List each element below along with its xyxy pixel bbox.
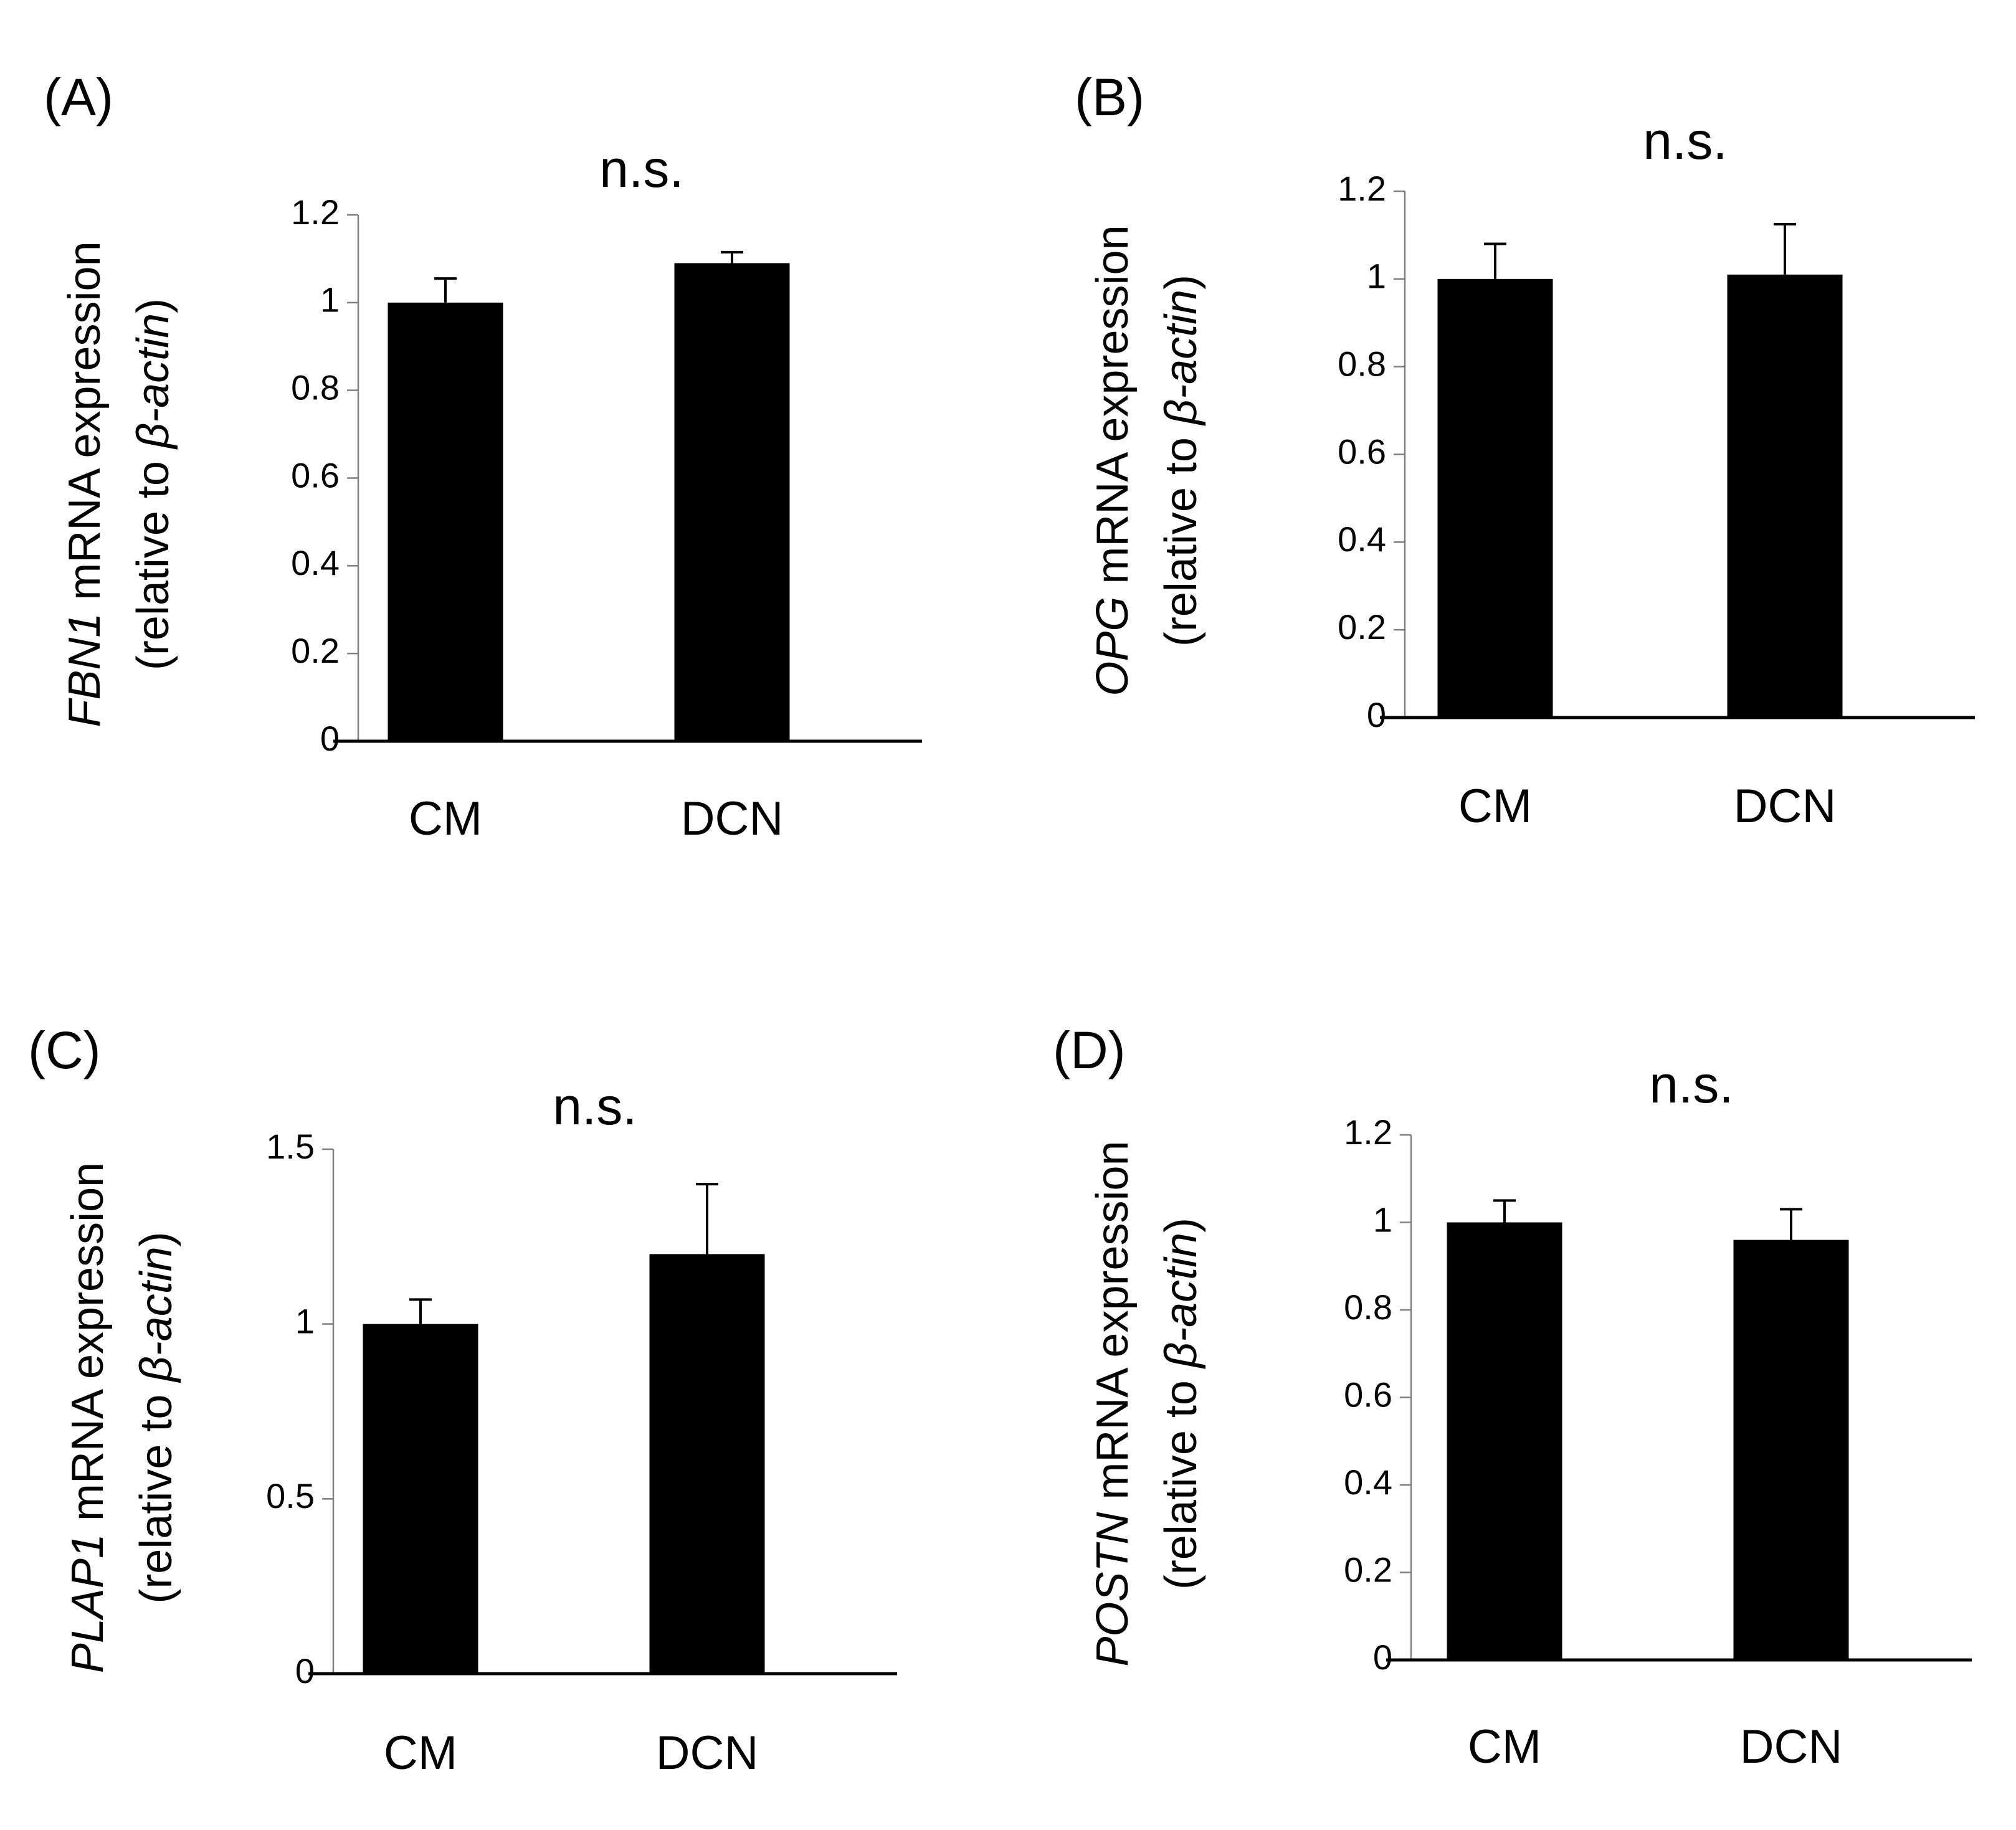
y-axis-label-prefix: (relative to [131, 1382, 181, 1604]
y-axis-gene-name: POSTN [1088, 1512, 1138, 1667]
y-tick-label: 1.2 [1338, 169, 1386, 208]
y-axis-reference-gene: β-actin [131, 1246, 181, 1383]
y-tick-label: 1.2 [1344, 1112, 1392, 1152]
y-tick-label: 1 [1367, 257, 1386, 296]
bar-cm [363, 1324, 478, 1674]
y-axis-label-line1: FBN1 mRNA expression [60, 241, 110, 727]
y-tick-label: 0.4 [291, 543, 340, 582]
y-axis-label-text: mRNA expression [1088, 225, 1138, 596]
chart-panel-c: (C) n.s. 0 0.5 1 1.5 CM DCN PLAP1 mRNA expressio… [28, 1021, 897, 1780]
x-category-label: CM [384, 1727, 457, 1780]
y-axis-label-prefix: (relative to [1156, 1368, 1206, 1590]
bar-dcn [649, 1254, 765, 1674]
y-tick-label: 0.4 [1344, 1463, 1392, 1502]
y-axis-label-suffix: ) [131, 1231, 181, 1246]
chart-panel-b: (B) n.s. 0 0.2 0.4 0.6 0.8 1 1.2 CM DCN OPG mRNA ex… [1075, 68, 1975, 833]
y-tick-label: 0.2 [291, 631, 340, 670]
bar-cm [388, 302, 503, 741]
x-category-label: DCN [681, 792, 784, 845]
y-tick-label: 0 [320, 719, 340, 758]
significance-label: n.s. [1649, 1055, 1733, 1114]
significance-label: n.s. [599, 140, 683, 198]
y-tick-label: 1 [295, 1301, 315, 1340]
y-tick-label: 0 [1373, 1638, 1392, 1677]
y-tick-label: 1 [1373, 1200, 1392, 1239]
y-axis-gene-name: PLAP1 [63, 1534, 113, 1673]
y-axis-label-prefix: (relative to [128, 448, 178, 670]
bar-cm [1447, 1222, 1562, 1660]
y-axis-label-suffix: ) [128, 298, 178, 313]
y-axis-label-prefix: (relative to [1156, 425, 1206, 647]
x-category-label: DCN [1734, 780, 1837, 833]
bar-dcn [1727, 274, 1843, 718]
y-axis-label-line2: (relative to β-actin) [131, 1231, 181, 1603]
y-axis-label-text: mRNA expression [1088, 1140, 1138, 1512]
panel-label: (A) [44, 68, 113, 126]
significance-label: n.s. [553, 1077, 637, 1135]
y-axis-label-line1: POSTN mRNA expression [1088, 1140, 1138, 1666]
y-tick-label: 0.6 [1338, 432, 1386, 471]
y-tick-label: 0.4 [1338, 519, 1386, 559]
y-axis-reference-gene: β-actin [128, 313, 178, 450]
y-axis-reference-gene: β-actin [1156, 1233, 1206, 1369]
y-tick-label: 1.5 [266, 1127, 315, 1166]
bar-dcn [1733, 1240, 1849, 1660]
y-axis-reference-gene: β-actin [1156, 290, 1206, 426]
y-tick-label: 0.8 [1344, 1287, 1392, 1327]
y-axis-label-line2: (relative to β-actin) [128, 298, 178, 670]
y-axis-label-suffix: ) [1156, 1218, 1206, 1233]
x-category-label: DCN [1740, 1720, 1843, 1773]
y-tick-label: 0.5 [266, 1476, 315, 1515]
y-tick-label: 0.8 [1338, 344, 1386, 383]
chart-panel-a: (A) n.s. 0 0.2 0.4 0.6 0.8 1 1.2 CM DCN FBN1 mRNA e… [44, 68, 922, 845]
y-tick-label: 0.2 [1338, 607, 1386, 647]
bar-cm [1437, 278, 1553, 718]
bar-dcn [674, 263, 790, 741]
y-tick-label: 0.8 [291, 367, 340, 407]
y-tick-label: 0 [1367, 695, 1386, 734]
chart-panel-d: (D) n.s. 0 0.2 0.4 0.6 0.8 1 1.2 CM DCN POSTN mRNA … [1053, 1021, 1972, 1773]
panel-label: (B) [1075, 68, 1144, 126]
panel-label: (D) [1053, 1021, 1126, 1079]
y-axis-label-line1: PLAP1 mRNA expression [63, 1162, 113, 1673]
panel-label: (C) [28, 1021, 101, 1079]
y-tick-label: 0.6 [291, 455, 340, 495]
x-category-label: CM [409, 792, 482, 845]
y-axis-label-text: mRNA expression [63, 1162, 113, 1534]
x-category-label: DCN [656, 1727, 759, 1780]
y-axis-label-line1: OPG mRNA expression [1088, 225, 1138, 696]
x-category-label: CM [1468, 1720, 1541, 1773]
y-tick-label: 0.2 [1344, 1550, 1392, 1589]
y-axis-gene-name: OPG [1088, 597, 1138, 696]
y-tick-label: 1 [320, 280, 340, 320]
significance-label: n.s. [1643, 111, 1727, 170]
x-category-label: CM [1458, 780, 1532, 833]
y-tick-label: 1.2 [291, 192, 340, 232]
y-axis-label-line2: (relative to β-actin) [1156, 275, 1206, 647]
y-axis-label-suffix: ) [1156, 275, 1206, 290]
y-tick-label: 0.6 [1344, 1375, 1392, 1414]
y-axis-gene-name: FBN1 [60, 613, 110, 728]
y-axis-label-text: mRNA expression [60, 241, 110, 612]
y-axis-label-line2: (relative to β-actin) [1156, 1218, 1206, 1590]
y-tick-label: 0 [295, 1651, 315, 1690]
